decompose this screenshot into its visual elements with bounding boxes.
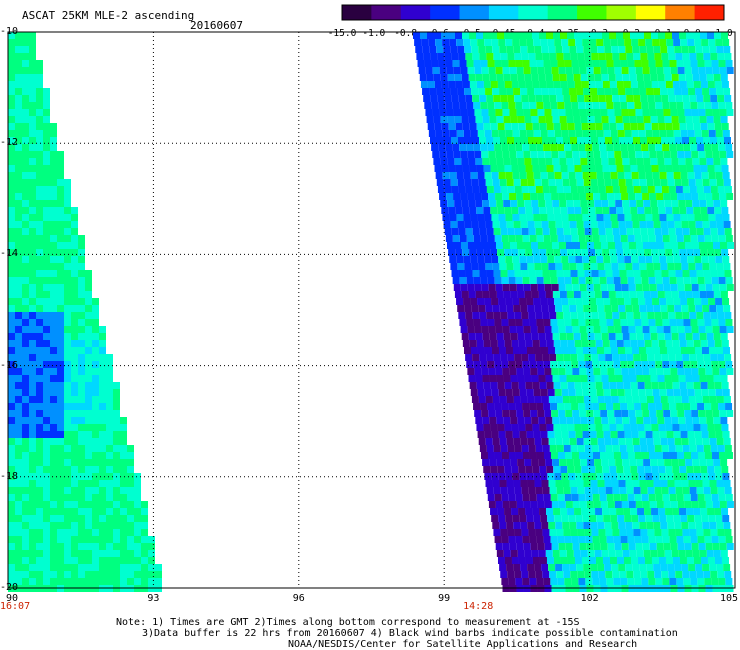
x-tick-label: 90 bbox=[5, 593, 19, 604]
colorbar-swatch bbox=[577, 5, 607, 20]
y-tick-label: -14 bbox=[0, 248, 19, 260]
colorbar-swatch bbox=[694, 5, 725, 20]
colorbar-swatch bbox=[430, 5, 461, 20]
plot-frame bbox=[7, 31, 736, 589]
chart-date: 20160607 bbox=[190, 19, 243, 32]
y-tick-label: -12 bbox=[0, 137, 19, 149]
pass-time-label: 14:28 bbox=[463, 601, 494, 612]
colorbar-swatch bbox=[400, 5, 431, 20]
colorbar-swatch bbox=[488, 5, 519, 20]
pass-time-label: 16:07 bbox=[0, 601, 31, 612]
colorbar-swatch bbox=[518, 5, 549, 20]
colorbar-swatch bbox=[665, 5, 696, 20]
chart-title: ASCAT 25KM MLE-2 ascending bbox=[22, 9, 195, 22]
x-tick-label: 102 bbox=[580, 593, 599, 604]
colorbar-swatch bbox=[342, 5, 372, 20]
x-tick-label: 96 bbox=[292, 593, 305, 604]
colorbar-swatch bbox=[371, 5, 402, 20]
colorbar-swatch bbox=[606, 5, 637, 20]
y-tick-label: -20 bbox=[0, 582, 19, 593]
colorbar-label: -15.0 bbox=[327, 28, 357, 39]
y-tick-label: -10 bbox=[0, 26, 19, 37]
note-line-2: 3)Data buffer is 22 hrs from 20160607 4)… bbox=[142, 628, 678, 639]
colorbar-label: -1.0 bbox=[362, 28, 386, 39]
note-line-3: NOAA/NESDIS/Center for Satellite Applica… bbox=[288, 639, 638, 650]
x-tick-label: 99 bbox=[438, 593, 451, 604]
colorbar-swatch bbox=[547, 5, 578, 20]
y-tick-label: -18 bbox=[0, 470, 19, 482]
colorbar-swatch bbox=[459, 5, 490, 20]
x-tick-label: 105 bbox=[719, 593, 739, 604]
x-tick-label: 93 bbox=[147, 593, 160, 604]
colorbar-swatch bbox=[635, 5, 666, 20]
note-line-1: Note: 1) Times are GMT 2)Times along bot… bbox=[116, 617, 580, 628]
colorbar-label: -0.8 bbox=[394, 28, 418, 39]
y-tick-label: -16 bbox=[0, 359, 19, 371]
